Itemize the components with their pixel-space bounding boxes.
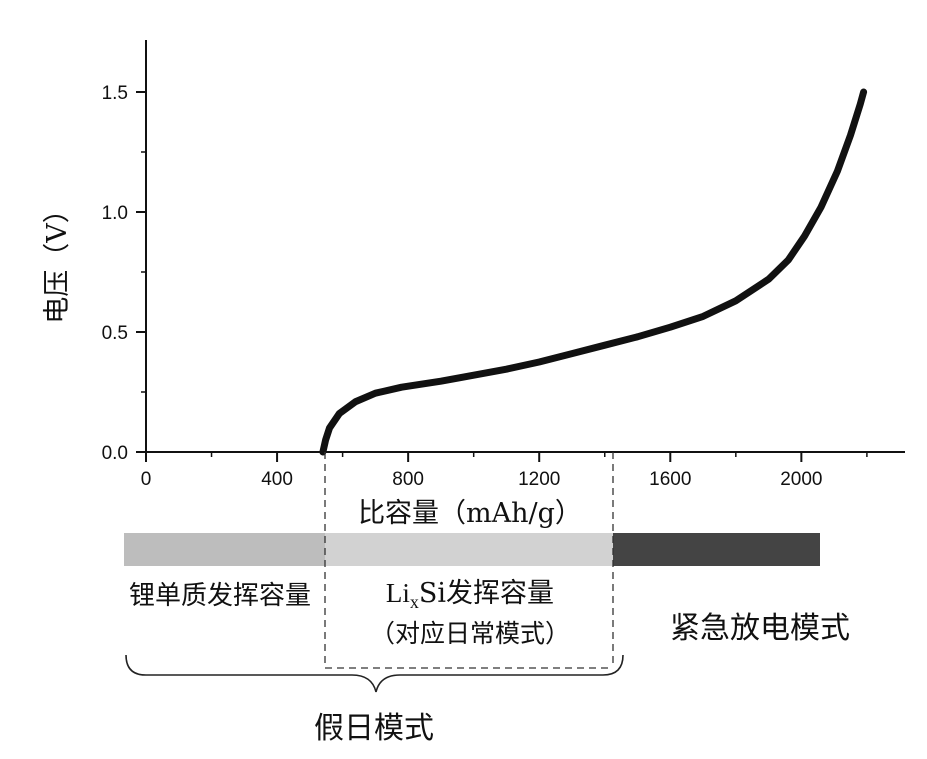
emergency-discharge-bar (613, 533, 820, 566)
emergency-mode-label: 紧急放电模式 (670, 611, 850, 646)
lixsi-subscript: x (410, 592, 419, 612)
x-tick-label: 0 (141, 469, 152, 490)
x-tick-label: 800 (392, 469, 424, 490)
holiday-mode-label: 假日模式 (314, 711, 434, 746)
x-tick-label: 400 (261, 469, 293, 490)
x-tick-label: 2000 (780, 469, 822, 490)
daily-mode-label: （对应日常模式） (370, 619, 570, 648)
lithium-capacity-label: 锂单质发挥容量 (129, 581, 311, 611)
y-tick-label: 1.5 (102, 83, 128, 104)
curve-group (323, 92, 864, 452)
lithium-capacity-bar (124, 533, 325, 566)
lixsi-prefix: Li (386, 578, 410, 608)
y-axis-title: 电压（V） (42, 196, 73, 324)
y-tick-label: 0.5 (102, 323, 128, 344)
lixsi-suffix: Si发挥容量 (419, 578, 554, 609)
lixsi-capacity-bar (325, 533, 613, 566)
y-tick-label: 1.0 (102, 203, 128, 224)
y-tick-label: 0.0 (102, 443, 128, 464)
lixsi-capacity-label: LixSi发挥容量 (386, 578, 554, 612)
voltage-curve (323, 92, 864, 452)
x-axis-title: 比容量（mAh/g） (358, 498, 582, 529)
holiday-mode-brace (126, 655, 623, 692)
x-tick-label: 1600 (649, 469, 691, 490)
x-tick-label: 1200 (518, 469, 560, 490)
